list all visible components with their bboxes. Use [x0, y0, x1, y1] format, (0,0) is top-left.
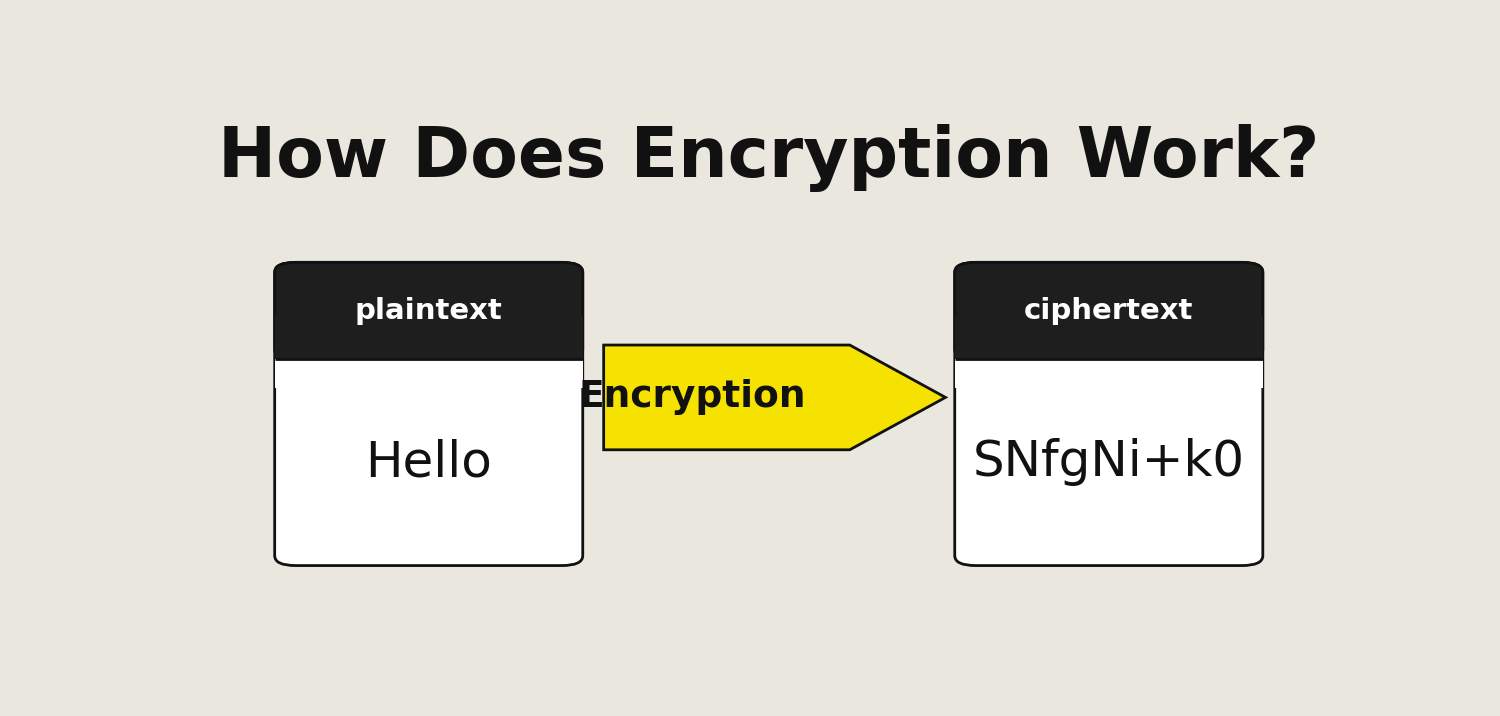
Text: plaintext: plaintext [356, 297, 503, 325]
FancyBboxPatch shape [274, 262, 582, 359]
Bar [274, 359, 582, 389]
FancyBboxPatch shape [274, 262, 582, 566]
Text: How Does Encryption Work?: How Does Encryption Work? [217, 124, 1320, 192]
Text: Encryption: Encryption [578, 379, 806, 415]
FancyBboxPatch shape [954, 262, 1263, 359]
Polygon shape [603, 345, 945, 450]
Text: ciphertext: ciphertext [1024, 297, 1194, 325]
Bar [274, 316, 582, 359]
Text: Hello: Hello [366, 438, 492, 486]
Bar [954, 316, 1263, 359]
FancyBboxPatch shape [954, 262, 1263, 566]
Bar [954, 359, 1263, 389]
Text: SNfgNi+k0: SNfgNi+k0 [972, 438, 1245, 486]
